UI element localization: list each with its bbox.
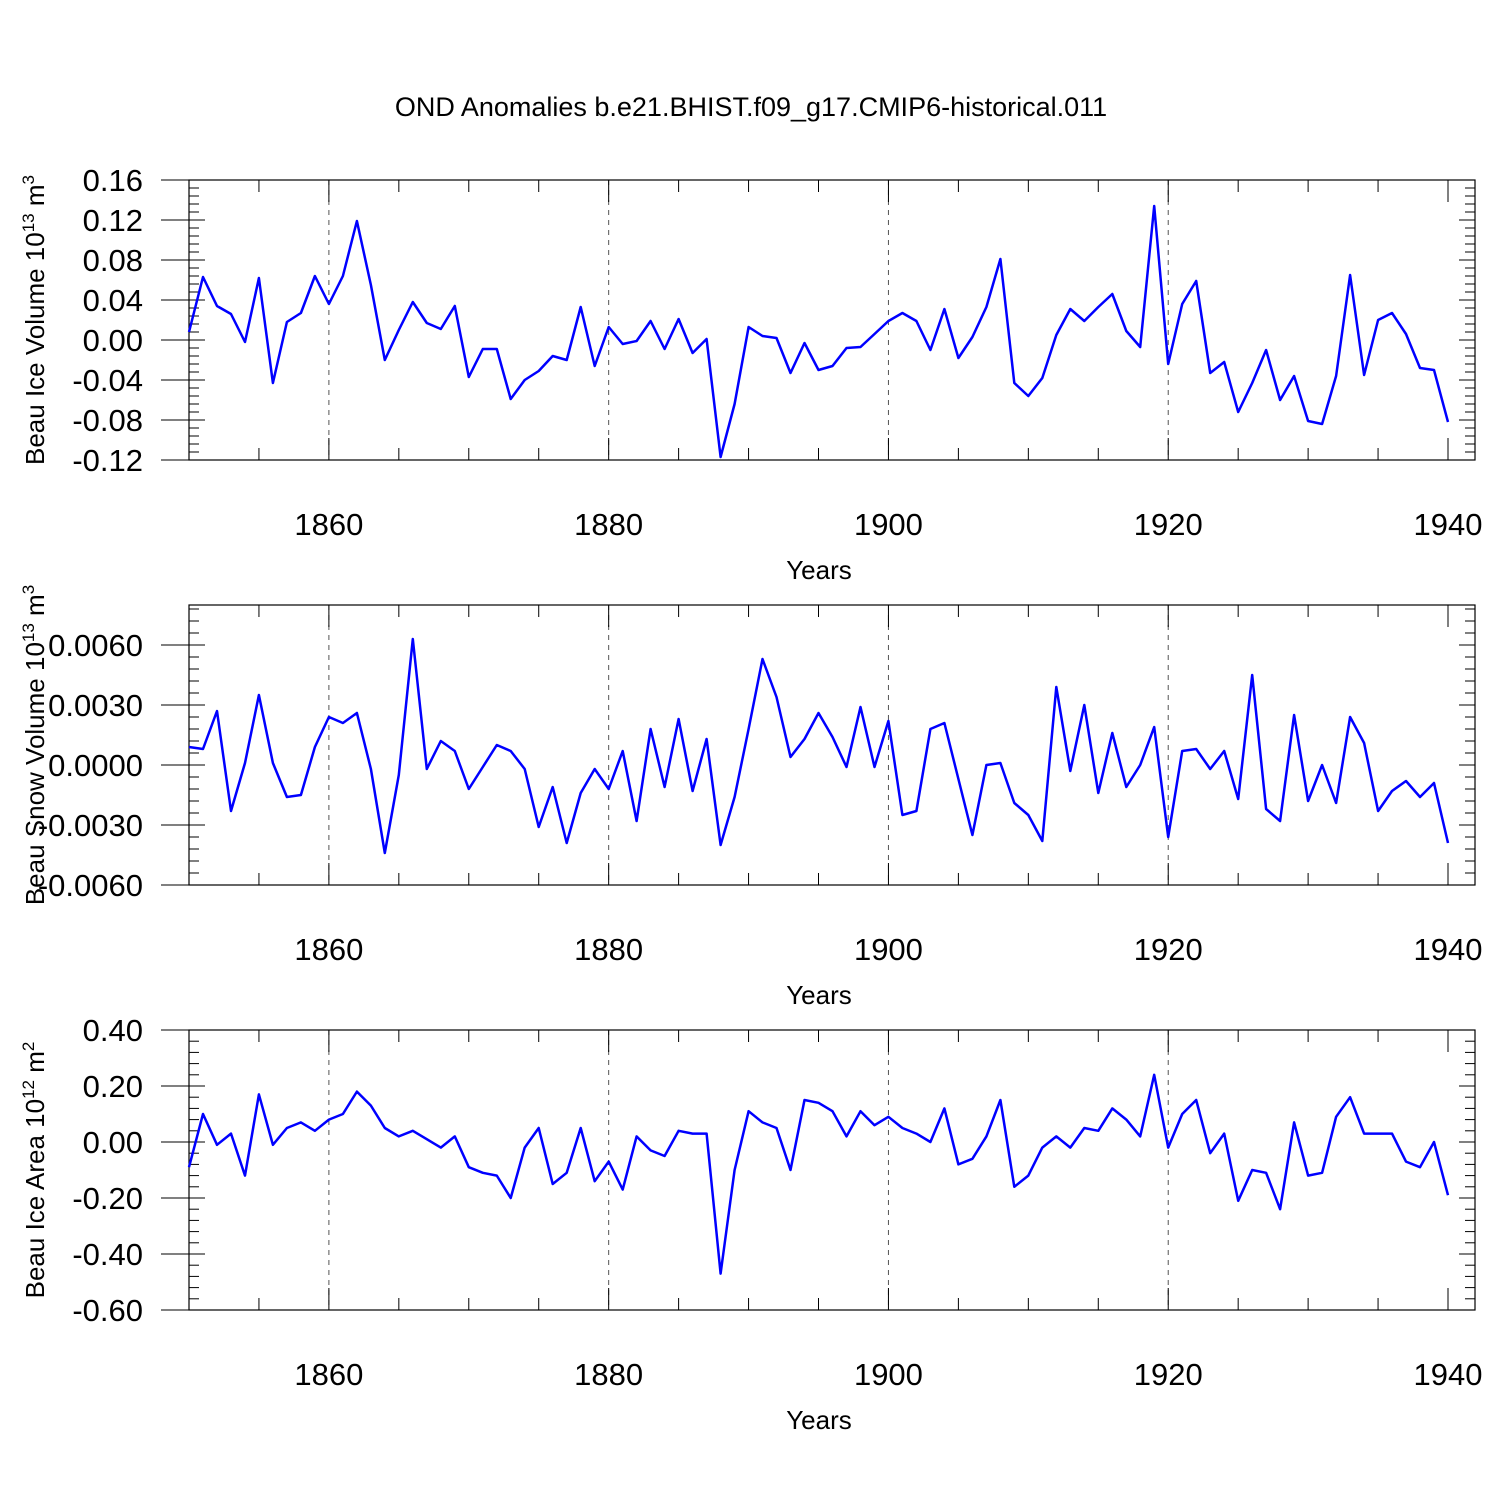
y-tick-label: -0.04 [72, 363, 143, 398]
y-tick-label: 0.00 [83, 1125, 143, 1160]
y-tick-label: -0.08 [72, 403, 143, 438]
x-tick-label: 1940 [1414, 932, 1483, 967]
y-tick-label: 0.04 [83, 283, 143, 318]
x-tick-label: 1900 [854, 507, 923, 542]
x-tick-label: 1880 [574, 1357, 643, 1392]
series-line [187, 204, 1450, 459]
y-tick-label: 0.40 [83, 1013, 143, 1048]
x-tick-label: 1860 [294, 1357, 363, 1392]
y-tick-label: -0.20 [72, 1181, 143, 1216]
x-tick-label: 1940 [1414, 1357, 1483, 1392]
y-tick-label: -0.40 [72, 1237, 143, 1272]
y-tick-label: -0.0060 [38, 868, 143, 903]
y-axis-label: Beau Ice Volume 1013 m3 [19, 175, 50, 465]
x-tick-label: 1920 [1134, 1357, 1203, 1392]
chart-panel-3: -0.60 -0.40 -0.20 0.00 0.20 0.40 1860 1880 1900 1… [19, 1013, 1482, 1435]
x-tick-label: 1900 [854, 1357, 923, 1392]
y-tick-label: 0.0030 [48, 688, 143, 723]
y-tick-label: -0.60 [72, 1293, 143, 1328]
plot-frame [188, 179, 1476, 461]
y-tick-label: 0.0000 [48, 748, 143, 783]
plot-frame [188, 1029, 1476, 1311]
x-tick-label: 1860 [294, 507, 363, 542]
y-tick-label: 0.0060 [48, 628, 143, 663]
series-line [187, 1073, 1450, 1275]
chart-panel-1: -0.12 -0.08 -0.04 0.00 0.04 0.08 0.12 0.16 1860 1… [19, 163, 1482, 585]
x-tick-label: 1880 [574, 507, 643, 542]
y-tick-label: 0.08 [83, 243, 143, 278]
x-tick-label: 1920 [1134, 507, 1203, 542]
x-axis-label: Years [786, 555, 852, 585]
chart-title: OND Anomalies b.e21.BHIST.f09_g17.CMIP6-… [395, 92, 1107, 122]
x-tick-label: 1920 [1134, 932, 1203, 967]
y-tick-label: 0.20 [83, 1069, 143, 1104]
chart-panel-2: -0.0060 -0.0030 0.0000 0.0030 0.0060 1860 1880… [19, 585, 1482, 1010]
x-tick-label: 1860 [294, 932, 363, 967]
x-tick-label: 1900 [854, 932, 923, 967]
y-axis-label: Beau Snow Volume 1013 m3 [19, 585, 50, 905]
y-tick-label: -0.0030 [38, 808, 143, 843]
x-tick-label: 1940 [1414, 507, 1483, 542]
y-tick-label: 0.00 [83, 323, 143, 358]
y-tick-label: 0.12 [83, 203, 143, 238]
x-tick-label: 1880 [574, 932, 643, 967]
x-axis-label: Years [786, 1405, 852, 1435]
y-tick-label: -0.12 [72, 443, 143, 478]
series-line [188, 637, 1450, 855]
panels: -0.12 -0.08 -0.04 0.00 0.04 0.08 0.12 0.16 1860 1… [19, 163, 1482, 1435]
y-tick-label: 0.16 [83, 163, 143, 198]
y-axis-label: Beau Ice Area 1012 m2 [19, 1042, 50, 1299]
plot-frame [188, 604, 1476, 886]
x-axis-label: Years [786, 980, 852, 1010]
